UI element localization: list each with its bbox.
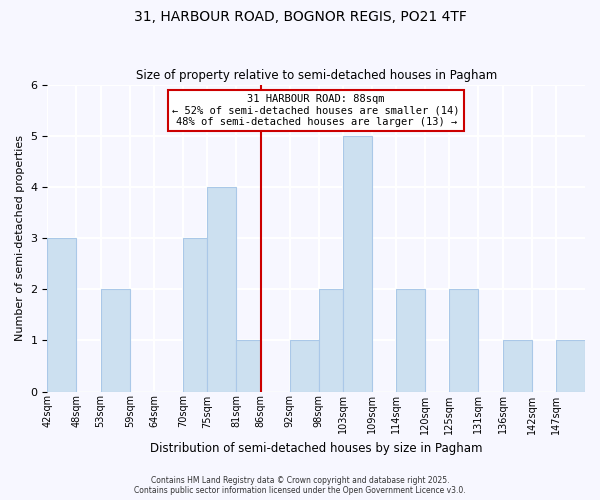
Bar (449, 289, 478, 392)
Bar (396, 289, 425, 392)
Title: Size of property relative to semi-detached houses in Pagham: Size of property relative to semi-detach… (136, 69, 497, 82)
Text: Contains HM Land Registry data © Crown copyright and database right 2025.
Contai: Contains HM Land Registry data © Crown c… (134, 476, 466, 495)
Text: 31 HARBOUR ROAD: 88sqm
← 52% of semi-detached houses are smaller (14)
48% of sem: 31 HARBOUR ROAD: 88sqm ← 52% of semi-det… (172, 94, 460, 127)
Bar (290, 340, 319, 392)
Bar (47, 238, 76, 392)
Bar (343, 136, 372, 392)
Bar (236, 340, 260, 392)
Bar (101, 289, 130, 392)
Bar (207, 187, 236, 392)
X-axis label: Distribution of semi-detached houses by size in Pagham: Distribution of semi-detached houses by … (150, 442, 482, 455)
Text: 31, HARBOUR ROAD, BOGNOR REGIS, PO21 4TF: 31, HARBOUR ROAD, BOGNOR REGIS, PO21 4TF (134, 10, 466, 24)
Bar (183, 238, 207, 392)
Bar (503, 340, 532, 392)
Y-axis label: Number of semi-detached properties: Number of semi-detached properties (15, 135, 25, 341)
Bar (556, 340, 585, 392)
Bar (319, 289, 343, 392)
